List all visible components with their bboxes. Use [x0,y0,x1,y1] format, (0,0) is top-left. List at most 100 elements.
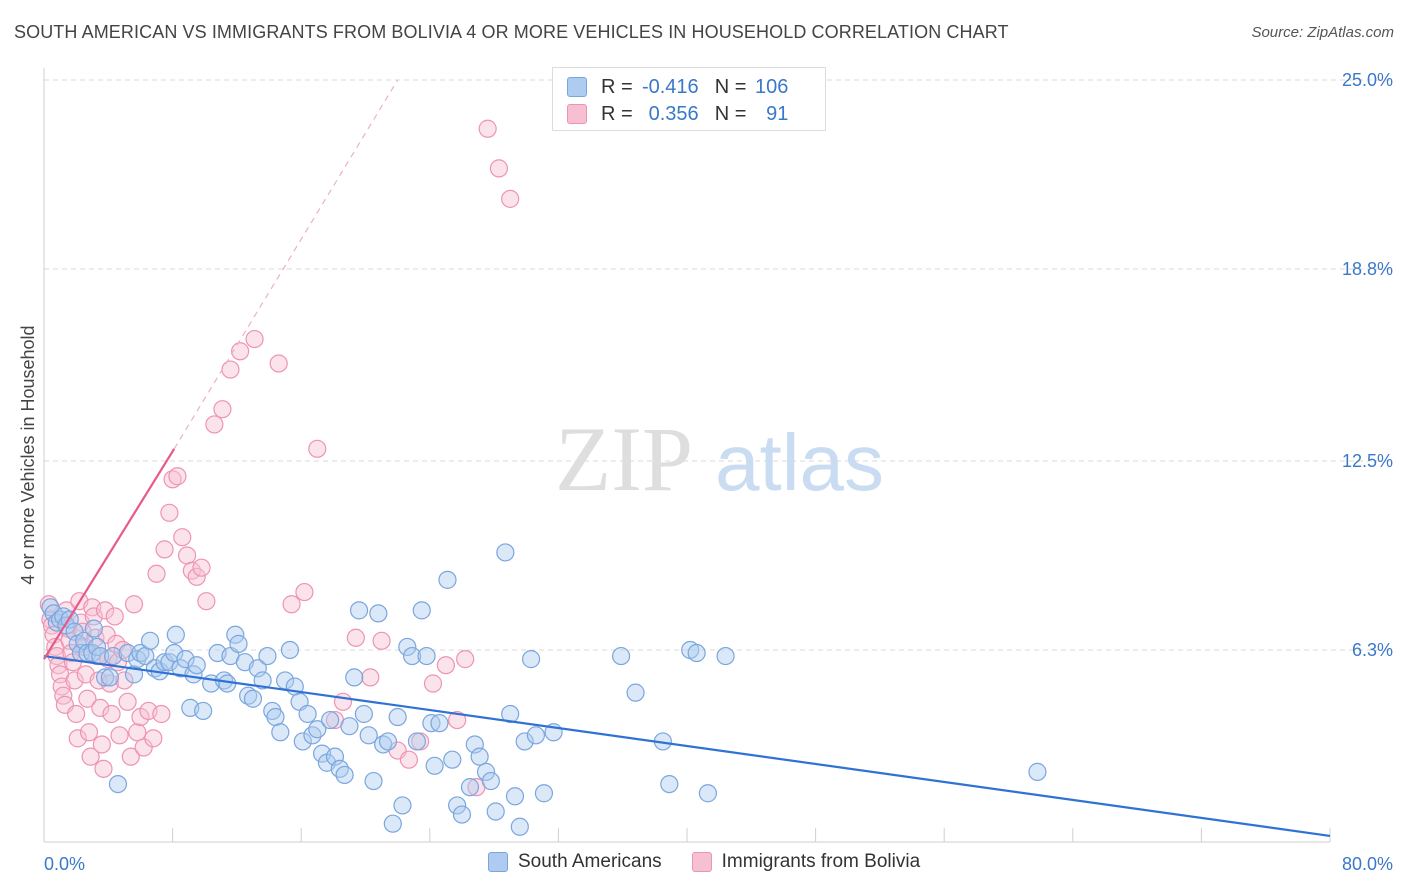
axes [43,68,1331,843]
n-label: N = [714,75,747,98]
bolivia-point [94,759,113,778]
n-value: 106 [755,75,789,98]
bolivia-point [501,189,520,208]
south-american-point [460,778,480,797]
south-american-point [303,726,322,745]
watermark-atlas: atlas [715,418,884,507]
south-american-point [84,619,103,638]
pink-points [39,119,520,797]
south-american-point [271,723,290,742]
bolivia-point [67,704,86,724]
south-american-point [438,570,457,589]
series-legend: South Americans Immigrants from Bolivia [488,851,950,873]
source-label: Source: ZipAtlas.com [1251,24,1394,41]
bolivia-point [245,329,264,349]
south-american-point [452,805,472,824]
bolivia-point [147,564,166,583]
bolivia-point [361,668,380,687]
legend-item-south-americans[interactable]: South Americans [488,851,662,873]
r-label: R = [601,75,633,98]
legend-row-bolivia: R = 0.356 N = 91 [567,101,788,127]
bolivia-point [489,159,509,178]
south-american-point [626,683,645,702]
y-tick-labels: 6.3% 12.5% 18.8% 25.0% [1342,70,1393,660]
bolivia-point [49,656,68,675]
x-tick-label: 80.0% [1342,854,1393,874]
south-american-point [140,631,160,650]
bolivia-point [346,628,365,647]
bolivia-point [221,360,240,379]
bolivia-point [295,582,314,602]
south-american-point [496,543,515,562]
n-value: 91 [766,102,789,125]
south-american-point [321,710,340,730]
south-american-point [298,704,317,724]
bolivia-trendline [43,448,176,660]
bolivia-point [78,689,97,708]
bolivia-point [282,595,301,614]
south-american-point [349,601,369,620]
bolivia-point [187,567,206,586]
bolivia-point [54,686,73,705]
south-american-point [687,643,706,663]
legend-item-bolivia[interactable]: Immigrants from Bolivia [691,851,920,873]
south-american-point [1028,762,1047,781]
south-american-point [505,787,525,806]
south-american-point [374,735,393,754]
bolivia-point [448,710,467,730]
south-american-point [118,643,137,663]
bolivia-point [436,656,455,675]
blue-points [41,543,1047,836]
south-american-point [100,668,120,687]
bolivia-point [92,735,111,754]
blue-swatch [488,852,508,872]
south-american-point [108,774,128,794]
south-american-point [501,704,520,724]
south-american-point [95,668,115,687]
bolivia-point [113,640,132,660]
south-american-point [194,701,213,721]
bolivia-point [81,747,100,766]
bolivia-point [79,723,99,742]
south-american-point [345,668,364,687]
bolivia-point [118,692,137,711]
south-american-point [430,714,449,733]
bolivia-point [478,119,497,138]
bolivia-point [269,354,288,373]
correlation-legend: R = -0.416 N = 106 R = 0.356 N = 91 [552,67,826,131]
south-american-point [104,646,123,666]
bolivia-point [105,607,124,626]
south-american-point [698,784,717,803]
south-american-point [412,601,431,620]
bolivia-point [39,595,58,614]
bolivia-point [308,439,327,458]
bolivia-point [124,595,144,614]
south-american-point [330,759,349,778]
south-american-point [131,643,150,663]
bolivia-point [456,650,475,669]
south-american-point [398,637,417,657]
south-american-point [280,640,300,660]
bolivia-point [333,692,353,711]
south-american-point [407,732,427,751]
south-american-point [239,686,258,705]
blue-swatch [567,77,587,97]
south-american-point [481,771,500,791]
south-american-point [448,796,467,815]
chart-title: SOUTH AMERICAN VS IMMIGRANTS FROM BOLIVI… [14,22,1009,42]
south-american-point [293,732,312,751]
south-american-point [166,625,185,644]
bolivia-point [177,546,197,565]
y-tick-label: 25.0% [1342,70,1393,90]
south-american-point [660,774,679,794]
watermark: ZIP atlas [555,408,884,510]
south-american-point [253,671,272,690]
y-tick-label: 12.5% [1342,451,1393,471]
r-value: 0.356 [648,102,699,125]
bolivia-point [372,631,391,650]
south-american-point [155,653,174,672]
south-american-point [521,650,541,669]
pink-swatch [691,852,712,872]
south-american-point [383,814,402,833]
